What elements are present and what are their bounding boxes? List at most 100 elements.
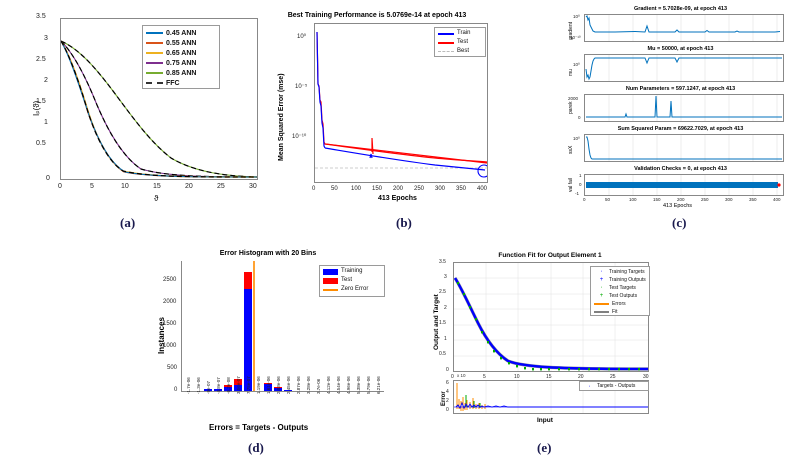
panel-c-xtick: 300 xyxy=(725,197,733,202)
panel-c-sub3-ytick: 0 xyxy=(578,115,581,120)
legend-label: Test Targets xyxy=(609,284,636,291)
panel-a-xtick: 10 xyxy=(121,183,129,190)
panel-d-xtick: 3.28e-06 xyxy=(306,376,311,394)
panel-c-sub5-axes xyxy=(584,174,784,196)
legend-item: Errors xyxy=(592,300,648,308)
legend-swatch-075ann xyxy=(146,62,163,64)
panel-c-xlabel: 413 Epochs xyxy=(663,203,693,209)
panel-e-xtick: 20 xyxy=(578,374,584,380)
legend-swatch-065ann xyxy=(146,52,163,54)
panel-e-lower-legend[interactable]: · Targets - Outputs xyxy=(579,381,649,391)
panel-e-ytick: 1 xyxy=(444,336,447,342)
panel-a-curves xyxy=(61,40,257,178)
panel-b-legend[interactable]: Train Test Best xyxy=(434,27,486,57)
legend-label: Targets - Outputs xyxy=(597,383,636,389)
panel-c-sub1-title: Gradient = 5.7028e-09, at epoch 413 xyxy=(633,6,728,12)
legend-marker-dot-green: · xyxy=(600,284,603,291)
legend-item: Fit xyxy=(592,308,648,316)
panel-d-title: Error Histogram with 20 Bins xyxy=(219,250,317,257)
legend-label: Training xyxy=(341,268,363,274)
sublabel-b: (b) xyxy=(396,215,412,230)
legend-item: · Test Targets xyxy=(592,284,648,292)
legend-label: Training Targets xyxy=(609,268,645,275)
panel-e-lower-exp: x 10 xyxy=(457,373,466,378)
legend-item: 0.45 ANN xyxy=(144,28,218,38)
legend-label: 0.55 ANN xyxy=(166,39,197,47)
panel-d-xtick: 3.7e-06 xyxy=(316,378,321,394)
legend-label: Training Outputs xyxy=(609,276,646,283)
panel-d-legend[interactable]: Training Test Zero Error xyxy=(319,265,385,297)
panel-c-sub5-ytick: -1 xyxy=(575,191,580,196)
panel-b-xtick: 0 xyxy=(312,186,316,192)
panel-b-title: Best Training Performance is 5.0769e-14 … xyxy=(287,12,467,19)
panel-c-xtick: 250 xyxy=(701,197,709,202)
panel-c-sub1-ytick: 10⁰ xyxy=(573,14,580,19)
panel-e-ytick: 0 xyxy=(446,367,449,373)
legend-swatch-test xyxy=(323,277,338,284)
panel-a-legend[interactable]: 0.45 ANN 0.55 ANN 0.65 ANN 0.75 ANN 0.85… xyxy=(142,25,220,89)
panel-d-ytick: 2000 xyxy=(163,299,177,305)
panel-a-ytick: 3 xyxy=(44,35,48,42)
legend-swatch-train xyxy=(438,32,454,35)
panel-d-xtick: -6.2e-08 xyxy=(226,377,231,394)
panel-e-legend[interactable]: · Training Targets + Training Outputs · … xyxy=(590,266,650,316)
panel-c-sub5-title: Validation Checks = 0, at epoch 413 xyxy=(634,166,727,172)
panel-a-ytick: 0.5 xyxy=(36,140,46,147)
panel-c-sub1-ytick: 10⁻¹⁰ xyxy=(570,35,581,40)
panel-c-xtick: 150 xyxy=(653,197,661,202)
panel-d-ytick: 500 xyxy=(167,365,178,371)
panel-b: Best Training Performance is 5.0769e-14 … xyxy=(262,6,492,211)
legend-label: 0.45 ANN xyxy=(166,29,197,37)
sublabel-d: (d) xyxy=(248,440,264,455)
panel-e-lower-ylabel: Error xyxy=(441,391,447,406)
panel-d-xtick: 4.54e-06 xyxy=(336,376,341,394)
panel-d-xtick: -9e-07 xyxy=(206,380,211,394)
panel-d-xtick: -1.3e-06 xyxy=(196,377,201,394)
legend-label: Test xyxy=(457,39,469,45)
legend-item: FFC xyxy=(144,78,218,88)
panel-c-xtick: 400 xyxy=(773,197,781,202)
legend-swatch-ffc xyxy=(146,82,163,84)
panel-e-xtick: 25 xyxy=(610,374,616,380)
legend-item: + Training Outputs xyxy=(592,276,648,284)
panel-b-xtick: 100 xyxy=(351,186,362,192)
panel-c-sub5-ylabel: val fail xyxy=(568,177,574,192)
panel-c-sub1-ylabel: gradient xyxy=(568,21,574,40)
legend-marker-dot-blue: · xyxy=(600,268,603,275)
legend-marker-dot-blue: · xyxy=(588,383,591,390)
panel-d-xticklabels: -1.7e-06 -1.3e-06 -9e-07 -4.8e-07 -6.2e-… xyxy=(181,376,386,424)
legend-marker-plus-green: + xyxy=(599,293,604,299)
legend-label: Train xyxy=(457,30,471,36)
legend-swatch-085ann xyxy=(146,72,163,74)
panel-c: Gradient = 5.7028e-09, at epoch 413 10⁰ … xyxy=(560,4,788,210)
ssx-curve xyxy=(586,135,782,161)
panel-b-xtick: 200 xyxy=(393,186,404,192)
panel-d-xtick: -1.7e-06 xyxy=(186,377,191,394)
panel-a-ytick: 0 xyxy=(46,175,50,182)
panel-a-xtick: 15 xyxy=(153,183,161,190)
panel-d-xtick: 2.03e-06 xyxy=(276,376,281,394)
panel-c-xtick: 50 xyxy=(605,197,611,202)
panel-a-ylabel: Iₚ(ϑ) xyxy=(32,100,41,116)
panel-d-xtick: 5.38e-06 xyxy=(356,376,361,394)
legend-label: 0.65 ANN xyxy=(166,49,197,57)
panel-c-sub2-axes xyxy=(584,54,784,82)
panel-b-xtick: 150 xyxy=(372,186,383,192)
legend-label: Test Outputs xyxy=(609,292,638,299)
panel-d-xtick: 2.45e-06 xyxy=(286,376,291,394)
panel-e-lower-ytick: 4 xyxy=(446,389,449,395)
panel-d-bars xyxy=(204,261,292,391)
valfail-curve xyxy=(586,175,781,195)
panel-c-sub3-title: Num Parameters = 597.1247, at epoch 413 xyxy=(625,86,736,92)
panel-e-lower-ytick: 0 xyxy=(446,407,449,413)
panel-b-xtick: 50 xyxy=(331,186,338,192)
panel-b-xtick: 300 xyxy=(435,186,446,192)
panel-b-ytick: 10⁰ xyxy=(297,34,307,40)
panel-e-ytick: 1.5 xyxy=(439,320,446,326)
panel-a-ytick: 1 xyxy=(44,119,48,126)
panel-e-xlabel: Input xyxy=(537,417,553,424)
legend-item: Train xyxy=(436,29,484,38)
panel-c-xtick: 0 xyxy=(583,197,586,202)
numparam-curve xyxy=(586,95,782,121)
panel-e: Function Fit for Output Element 1 xyxy=(405,250,690,430)
